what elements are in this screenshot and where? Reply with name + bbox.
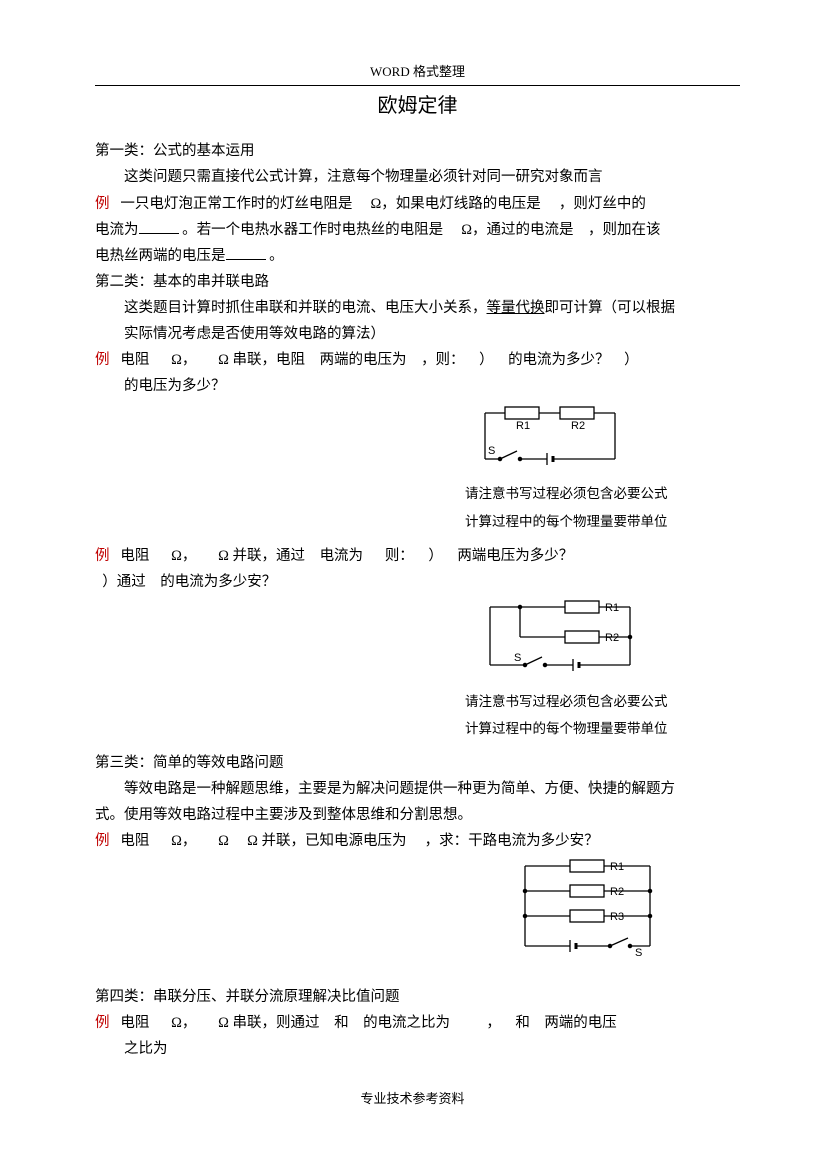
text: 则： [385,548,414,564]
text: 。若一个电热水器工作时电热丝的电阻是 [182,222,443,238]
text: Ω，通过的电流是 [461,222,573,238]
text: 和 [334,1015,349,1031]
blank [226,245,266,260]
text: 电阻 [120,1015,149,1031]
text: 即可计算（可以根据 [545,300,676,316]
text: 的电流之比为 [363,1015,450,1031]
page-header: WORD 格式整理 [95,60,740,86]
text: Ω 并联，通过 [218,548,305,564]
example-label: 例 [95,548,110,564]
text: ） [624,352,639,368]
text: 。 [269,248,284,264]
text: Ω， [171,1015,196,1031]
text: 电阻 [120,548,149,564]
s-label: S [514,652,521,664]
example-1-line3: 电热丝两端的电压是 。 [95,243,740,269]
text: 电流为 [95,222,139,238]
diagram-series: R1 R2 S 请注意书写过程必须包含必要公式 计算过程中的每个物理量要带单位 [465,399,725,532]
text: Ω， [171,352,196,368]
text: ，则灯丝中的 [559,196,646,212]
section-4-heading: 第四类：串联分压、并联分流原理解决比值问题 [95,984,740,1010]
text: 两端电压为多少？ [457,548,573,564]
text: 这类题目计算时抓住串联和并联的电流、电压大小关系， [124,300,487,316]
example-2-2-line2: ）通过 的电流为多少安？ [95,569,740,595]
example-1-line2: 电流为 。若一个电热水器工作时电热丝的电阻是 Ω，通过的电流是 ，则加在该 [95,217,740,243]
section-2-intro-2: 实际情况考虑是否使用等效电路的算法） [95,321,740,347]
text: Ω 串联，电阻 [218,352,305,368]
diagram-caption-1: 请注意书写过程必须包含必要公式 [465,691,725,713]
diagram-caption-2: 计算过程中的每个物理量要带单位 [465,718,725,740]
example-label: 例 [95,833,110,849]
text: 电阻 [120,833,149,849]
diagram-parallel: R1 R2 S 请注意书写过程必须包含必要公式 计算过程中的每个物理量要带单位 [465,595,725,740]
page-footer: 专业技术参考资料 [0,1087,825,1110]
text: 两端的电压 [544,1015,617,1031]
r1-label: R1 [605,602,619,614]
text: Ω [218,833,229,849]
r2-label: R2 [610,886,624,898]
r2-label: R2 [571,420,585,432]
text: ） [428,548,443,564]
r1-label: R1 [516,420,530,432]
text: 电热丝两端的电压是 [95,248,226,264]
diagram-three-parallel: R1 R2 R3 S [495,854,755,974]
s-label: S [488,445,495,457]
text: Ω 并联，已知电源电压为 [247,833,406,849]
document-body: 第一类：公式的基本运用 这类问题只需直接代公式计算，注意每个物理量必须针对同一研… [95,138,740,1062]
diagram-caption-1: 请注意书写过程必须包含必要公式 [465,483,725,505]
r2-label: R2 [605,632,619,644]
section-2-heading: 第二类：基本的串并联电路 [95,269,740,295]
blank [139,219,179,234]
text: 一只电灯泡正常工作时的灯丝电阻是 [120,196,352,212]
text: Ω，如果电灯线路的电压是 [371,196,541,212]
page-title: 欧姆定律 [95,88,740,124]
text: Ω， [171,833,196,849]
text: 电阻 [120,352,149,368]
text: ，则加在该 [588,222,661,238]
s-label: S [635,947,642,959]
text: ， [486,1015,501,1031]
section-2-intro: 这类题目计算时抓住串联和并联的电流、电压大小关系，等量代换即可计算（可以根据 [95,295,740,321]
text: 电流为 [320,548,364,564]
r3-label: R3 [610,911,624,923]
example-label: 例 [95,196,110,212]
text: 和 [515,1015,530,1031]
text: ，则： [421,352,465,368]
text: Ω 串联，则通过 [218,1015,319,1031]
r1-label: R1 [610,861,624,873]
section-1-intro: 这类问题只需直接代公式计算，注意每个物理量必须针对同一研究对象而言 [95,164,740,190]
text: 的电流为多少？ [508,352,610,368]
text: ，求：干路电流为多少安？ [425,833,599,849]
section-1-heading: 第一类：公式的基本运用 [95,138,740,164]
example-4-line2: 之比为 [95,1036,740,1062]
text: Ω， [171,548,196,564]
text: ） [479,352,494,368]
diagram-caption-2: 计算过程中的每个物理量要带单位 [465,511,725,533]
example-1: 例 一只电灯泡正常工作时的灯丝电阻是 Ω，如果电灯线路的电压是 ，则灯丝中的 [95,191,740,217]
text: 的电流为多少安？ [160,574,276,590]
underlined-text: 等量代换 [487,300,545,316]
example-4: 例 电阻 Ω， Ω 串联，则通过 和 的电流之比为 ， 和 两端的电压 [95,1010,740,1036]
text: 两端的电压为 [320,352,407,368]
example-3: 例 电阻 Ω， Ω Ω 并联，已知电源电压为 ，求：干路电流为多少安？ [95,828,740,854]
example-label: 例 [95,352,110,368]
section-3-heading: 第三类：简单的等效电路问题 [95,750,740,776]
text: ）通过 [102,574,146,590]
example-label: 例 [95,1015,110,1031]
section-3-intro-2: 式。使用等效电路过程中主要涉及到整体思维和分割思想。 [95,802,740,828]
example-2-1-line2: 的电压为多少？ [95,373,740,399]
example-2-1: 例 电阻 Ω， Ω 串联，电阻 两端的电压为 ，则： ） 的电流为多少？ ） [95,347,740,373]
example-2-2: 例 电阻 Ω， Ω 并联，通过 电流为 则： ） 两端电压为多少？ [95,543,740,569]
section-3-intro-1: 等效电路是一种解题思维，主要是为解决问题提供一种更为简单、方便、快捷的解题方 [95,776,740,802]
